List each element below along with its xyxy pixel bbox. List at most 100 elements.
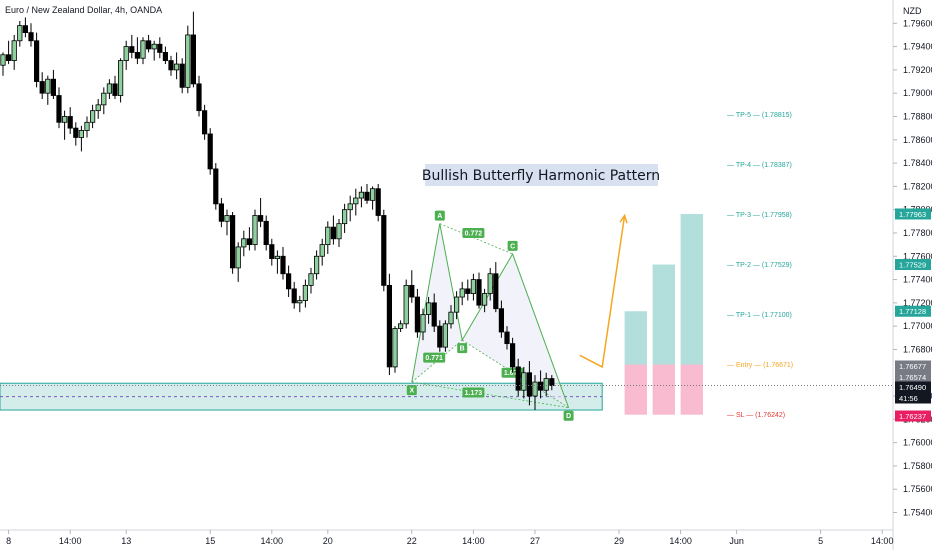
candle-body (95, 104, 101, 112)
pattern-point-label: A (437, 213, 442, 220)
pattern-point-c (507, 240, 518, 251)
candle-body (0, 54, 6, 66)
candle-body (173, 63, 180, 71)
level-label: — SL — (1.76242) (727, 412, 785, 419)
candle-body (425, 302, 432, 315)
price-tick-label: 1.75600 (903, 484, 932, 494)
pattern-ratio-label: 0.771 (425, 355, 443, 362)
candle-body (106, 83, 112, 94)
pattern-point-label: D (566, 413, 571, 420)
time-tick-label: 8 (6, 536, 11, 546)
price-tag-label: 1.77128 (899, 307, 926, 316)
time-tick-label: 20 (323, 536, 333, 546)
candle-body (325, 226, 331, 246)
time-tick-label: 27 (530, 536, 540, 546)
time-tick-label: 14:00 (261, 536, 284, 546)
candle-body (302, 284, 309, 301)
pattern-ratio-box (462, 387, 485, 398)
candle-body (409, 284, 415, 298)
candle-body (521, 372, 527, 391)
symbol-header[interactable]: Euro / New Zealand Dollar, 4h, OANDA (5, 5, 162, 15)
candles (0, 11, 555, 411)
time-axis[interactable]: 8 14:00 13 15 14:00 20 22 14:00 27 29 14:00 Jun 5 14:… (6, 530, 893, 546)
candle-body (56, 95, 62, 123)
pattern-triangle-xab (411, 223, 463, 383)
pattern-point-d (563, 410, 574, 421)
target-box (680, 213, 703, 365)
price-tick-label: 1.78400 (903, 158, 932, 168)
pattern-ratio-label: 1.173 (465, 390, 483, 397)
price-tick-label: 1.77400 (903, 275, 932, 285)
pattern-point-label: X (409, 388, 414, 395)
candle-body (420, 314, 426, 333)
price-tick-label: 1.79400 (903, 42, 932, 52)
candle-body (453, 296, 460, 313)
pattern-ratio-line (411, 381, 569, 409)
candle-body (392, 328, 398, 368)
candle-body (218, 203, 224, 222)
candle-body (487, 273, 493, 294)
price-tick-label: 1.75800 (903, 461, 932, 471)
candle-body (442, 323, 449, 348)
pattern-ratio-label: 1.676 (504, 370, 522, 377)
pattern-ratio-line (439, 223, 513, 255)
price-tag (895, 371, 931, 383)
candle-body (62, 116, 68, 123)
candle-body (313, 255, 320, 275)
candle-body (28, 32, 34, 42)
title-background (425, 164, 658, 186)
time-tick-label: Jun (729, 536, 744, 546)
target-box (652, 264, 675, 365)
currency-label[interactable]: NZD (903, 6, 922, 16)
candle-body (39, 81, 45, 94)
price-tag-label: 1.76677 (899, 362, 926, 371)
price-tick-label: 1.77000 (903, 321, 932, 331)
price-tick-label: 1.78600 (903, 135, 932, 145)
candle-body (112, 83, 118, 96)
price-tick-label: 1.77600 (903, 251, 932, 261)
candle-body (297, 300, 303, 304)
candle-body (403, 284, 409, 325)
candle-body (84, 121, 90, 131)
candle-body (252, 215, 258, 246)
price-tick-label: 1.77200 (903, 298, 932, 308)
price-tick-label: 1.75400 (903, 508, 932, 518)
pattern-ratio-box (462, 227, 485, 238)
price-tag (895, 259, 931, 271)
candle-body (162, 52, 168, 61)
candle-body (414, 296, 421, 333)
candle-body (526, 372, 533, 397)
time-tick-label: 14:00 (871, 536, 894, 546)
candle-body (448, 311, 454, 325)
candle-body (274, 255, 281, 259)
candle-body (224, 215, 230, 222)
candle-body (381, 215, 387, 286)
candle-body (11, 40, 17, 61)
candle-body (263, 220, 269, 246)
candle-body (347, 203, 353, 211)
candle-body (123, 46, 129, 61)
candle-body (151, 43, 157, 50)
stop-box (624, 364, 647, 415)
candle-body (431, 302, 437, 327)
candle-body (129, 46, 135, 53)
candle-body (17, 25, 23, 42)
price-tag-label: 1.76490 (899, 383, 926, 392)
countdown-label: 41:56 (899, 394, 918, 403)
target-boxes (624, 213, 703, 415)
candle-body (532, 381, 538, 397)
price-tag-label: 1.76237 (899, 412, 926, 421)
time-tick-label: 14:00 (59, 536, 82, 546)
candle-body (22, 25, 29, 34)
projection-arrow-head (619, 213, 628, 224)
price-tick-label: 1.76800 (903, 344, 932, 354)
pattern-ratio-line (461, 339, 569, 409)
candle-body (213, 168, 219, 205)
pattern-ratio-label: 0.772 (465, 230, 483, 237)
candle-body (504, 331, 510, 345)
time-tick-label: 29 (614, 536, 624, 546)
candle-body (145, 40, 152, 50)
candle-body (134, 52, 140, 59)
target-box (624, 311, 647, 365)
